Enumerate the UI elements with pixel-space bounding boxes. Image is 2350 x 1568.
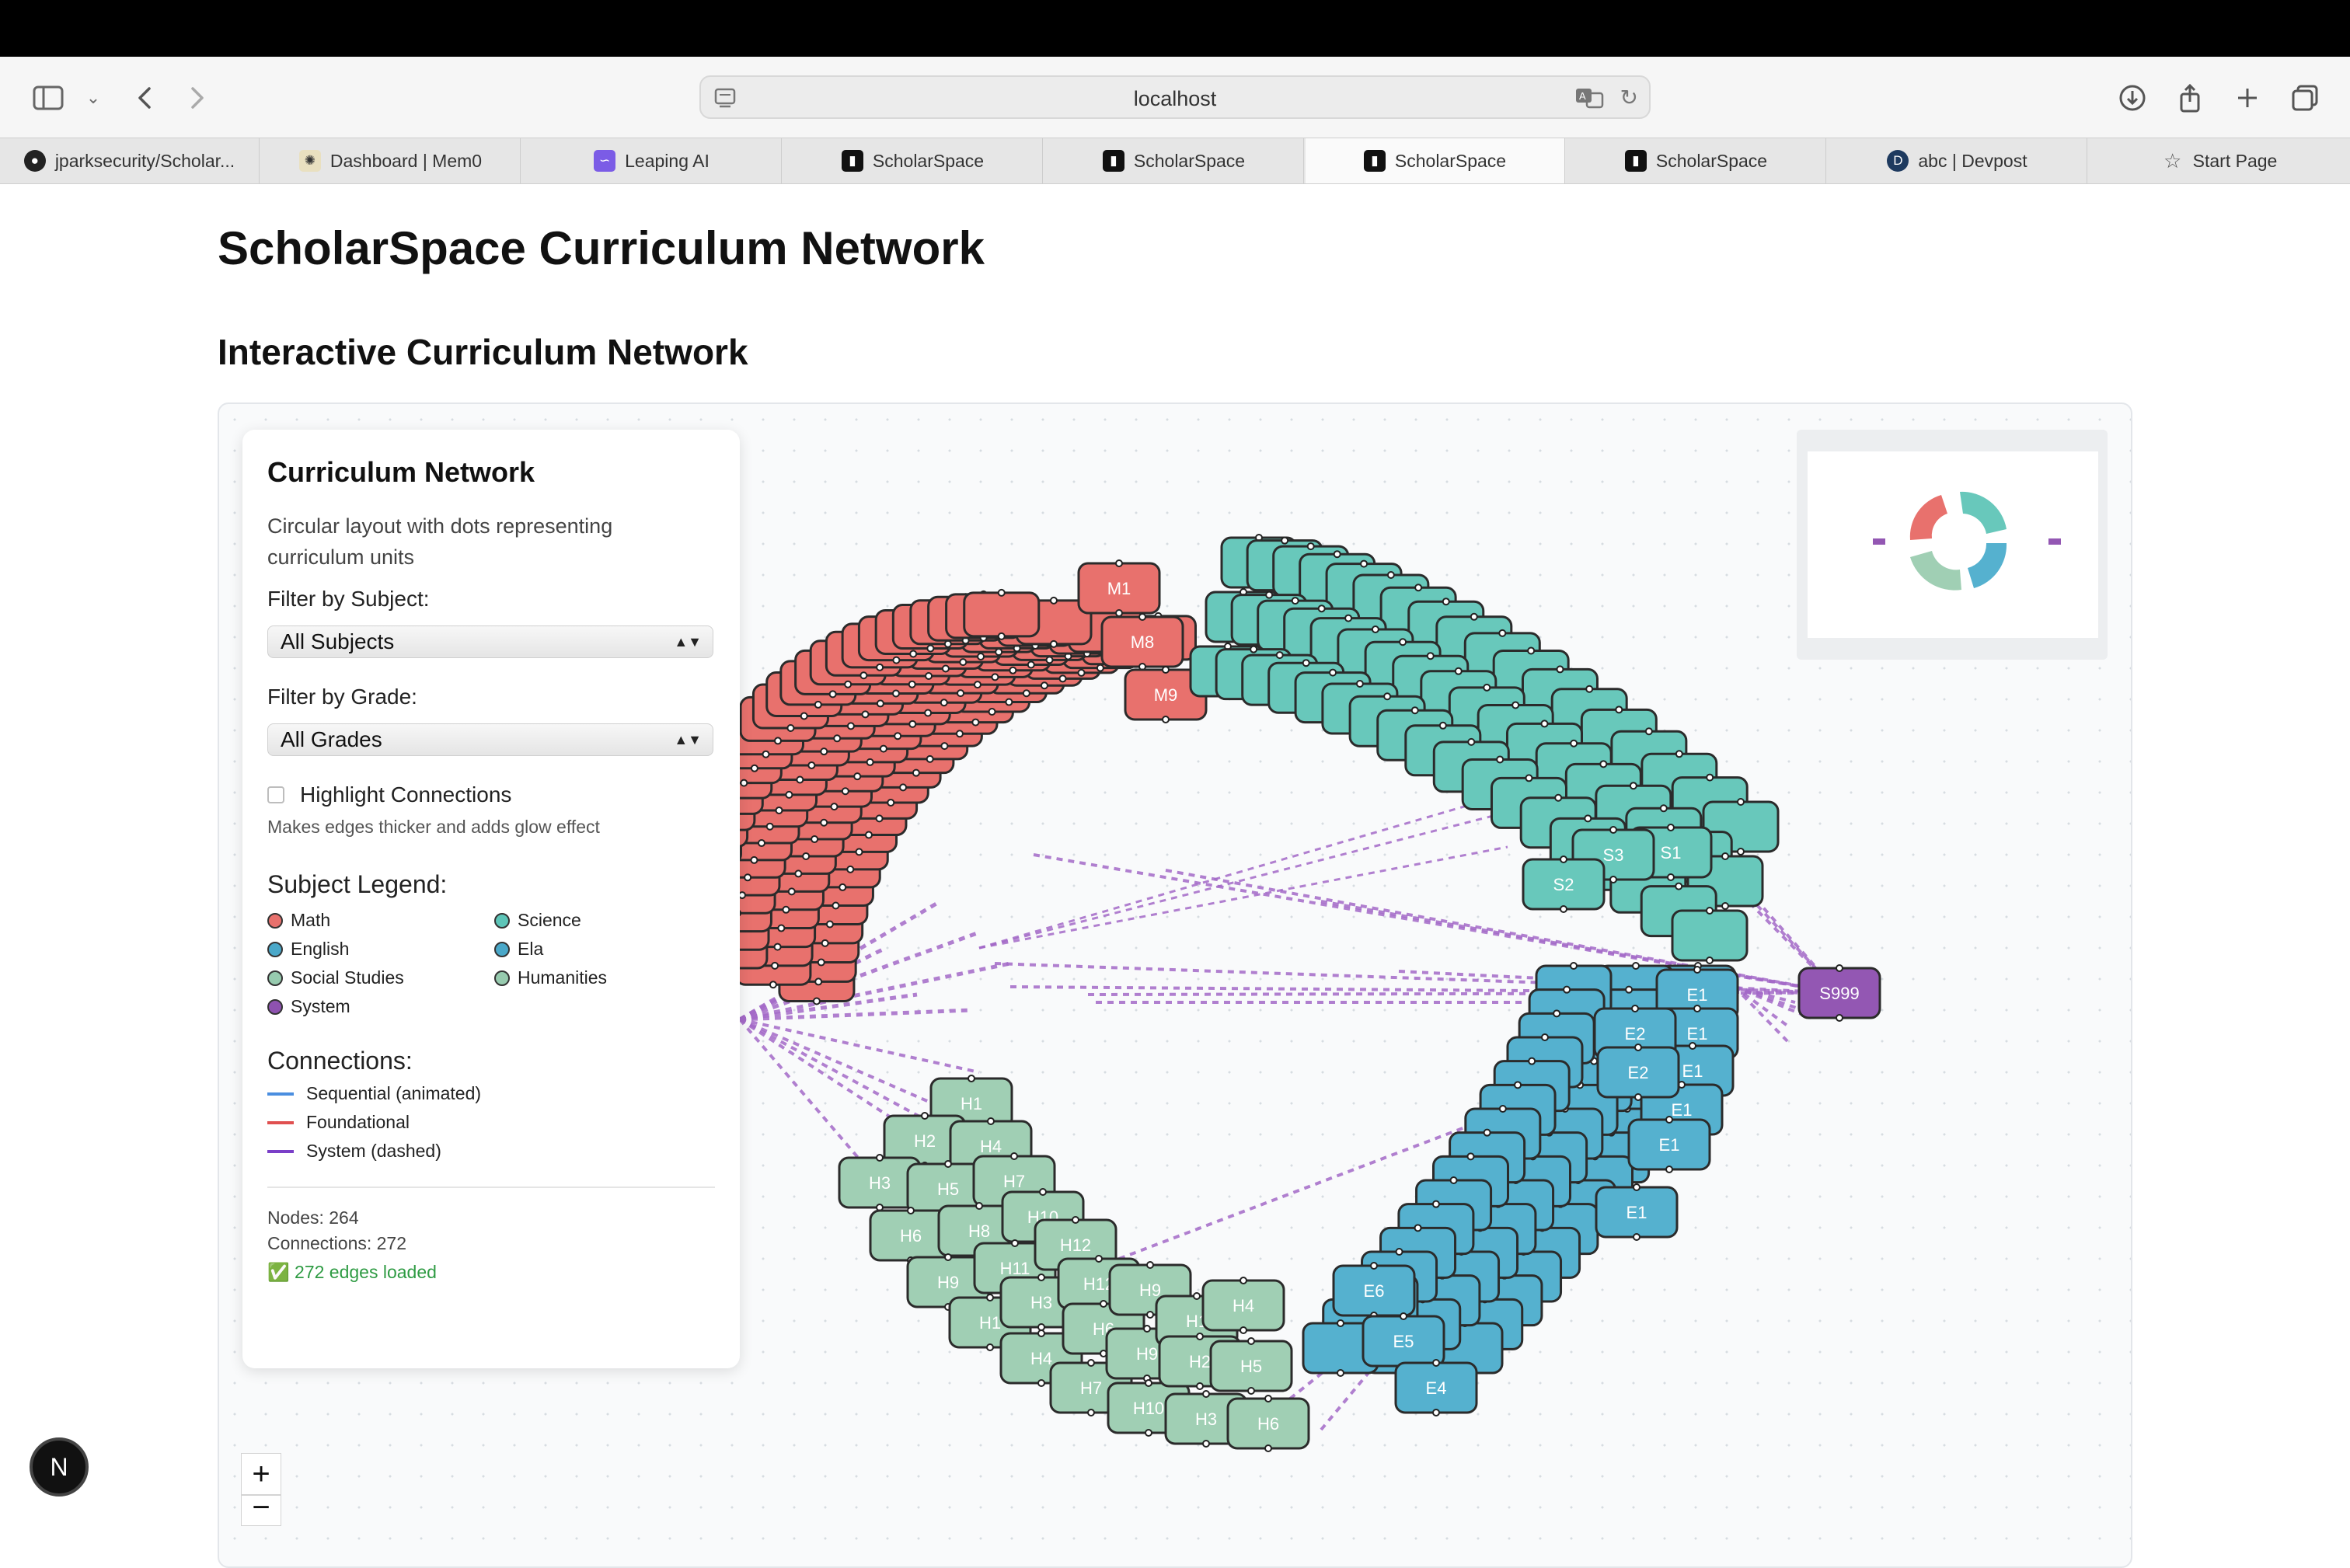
scholarspace-icon: ▮ [1102, 150, 1124, 172]
legend-dot [494, 970, 510, 986]
legend-item-system: System [267, 996, 494, 1017]
chevron-down-icon[interactable]: ⌄ [85, 88, 101, 107]
connections-title: Connections: [267, 1047, 413, 1075]
legend-title: Subject Legend: [267, 870, 448, 898]
tab-github[interactable]: ● jparksecurity/Scholar... [0, 138, 260, 183]
legend-dot [494, 941, 510, 957]
zoom-in-button[interactable]: + [241, 1453, 281, 1495]
line-swatch [267, 1092, 294, 1096]
scholarspace-icon: ▮ [1624, 150, 1647, 172]
dev-tools-badge[interactable]: N [30, 1437, 89, 1497]
select-arrows-icon: ▲▼ [674, 732, 702, 747]
connection-sequential: Sequential (animated) [267, 1083, 715, 1104]
panel-description: Circular layout with dots representing c… [267, 514, 613, 569]
scholarspace-icon: ▮ [1363, 150, 1386, 172]
legend-dot [267, 970, 283, 986]
control-panel: Curriculum Network Circular layout with … [242, 430, 740, 1368]
legend-dot [267, 912, 283, 929]
legend-item-science: Science [494, 910, 713, 931]
tab-start-page[interactable]: ☆ Start Page [2089, 138, 2350, 183]
select-arrows-icon: ▲▼ [674, 634, 702, 650]
minimap-viewport [1808, 451, 2098, 638]
grade-filter-select[interactable]: All Grades ▲▼ [267, 723, 713, 756]
nodes-count: Nodes: 264 [267, 1207, 359, 1228]
tab-bar: ● jparksecurity/Scholar... ✺ Dashboard | M… [0, 138, 2350, 184]
stats-section: Nodes: 264 Connections: 272 ✅ 272 edges … [267, 1186, 715, 1285]
legend-dot [494, 912, 510, 929]
scholarspace-icon: ▮ [841, 150, 863, 172]
subject-legend: Math Science English Ela Social Studies … [267, 910, 715, 1017]
minimap-ring [1873, 491, 2061, 591]
address-bar[interactable]: localhost A ↻ [699, 75, 1651, 119]
highlight-connections-toggle[interactable]: Highlight Connections [267, 782, 715, 807]
legend-item-math: Math [267, 910, 494, 931]
download-icon[interactable] [2112, 78, 2153, 118]
connections-legend: Sequential (animated) Foundational Syste… [267, 1083, 715, 1162]
connection-system: System (dashed) [267, 1141, 715, 1162]
new-tab-icon[interactable] [2227, 78, 2268, 118]
translate-icon[interactable]: A [1574, 86, 1606, 113]
grade-filter-label: Filter by Grade: [267, 685, 417, 709]
leaping-icon: ∽ [594, 150, 616, 172]
tab-scholarspace-2[interactable]: ▮ ScholarSpace [1044, 138, 1304, 183]
devpost-icon: D [1887, 150, 1909, 172]
checkbox[interactable] [267, 786, 284, 803]
connections-count: Connections: 272 [267, 1233, 407, 1253]
sidebar-toggle-icon[interactable] [28, 78, 68, 118]
page-title: ScholarSpace Curriculum Network [218, 222, 985, 274]
subject-filter-select[interactable]: All Subjects ▲▼ [267, 625, 713, 658]
share-icon[interactable] [2170, 78, 2210, 118]
reload-icon[interactable]: ↻ [1620, 85, 1638, 110]
tab-mem0[interactable]: ✺ Dashboard | Mem0 [261, 138, 521, 183]
section-title: Interactive Curriculum Network [218, 332, 748, 372]
zoom-out-button[interactable]: − [241, 1492, 281, 1526]
legend-item-humanities: Humanities [494, 967, 713, 988]
tab-leaping-ai[interactable]: ∽ Leaping AI [522, 138, 782, 183]
url-text: localhost [1133, 87, 1217, 110]
minimap[interactable] [1797, 430, 2108, 660]
line-swatch [267, 1149, 294, 1153]
legend-item-ela: Ela [494, 939, 713, 960]
subject-filter-label: Filter by Subject: [267, 587, 430, 611]
tab-scholarspace-active[interactable]: ▮ ScholarSpace [1306, 138, 1565, 183]
github-icon: ● [23, 150, 46, 172]
connection-foundational: Foundational [267, 1112, 715, 1133]
star-icon: ☆ [2163, 148, 2182, 172]
panel-title: Curriculum Network [267, 456, 535, 488]
page-settings-icon[interactable] [713, 86, 737, 113]
legend-item-english: English [267, 939, 494, 960]
legend-dot [267, 941, 283, 957]
edges-loaded-status: ✅ 272 edges loaded [267, 1262, 437, 1282]
line-swatch [267, 1120, 294, 1124]
forward-icon[interactable] [177, 78, 218, 118]
highlight-hint: Makes edges thicker and adds glow effect [267, 817, 600, 837]
legend-dot [267, 998, 283, 1015]
tab-scholarspace-4[interactable]: ▮ ScholarSpace [1567, 138, 1826, 183]
screen-top-bar [0, 0, 2350, 57]
svg-text:A: A [1579, 90, 1586, 102]
legend-item-social-studies: Social Studies [267, 967, 494, 988]
tab-scholarspace-1[interactable]: ▮ ScholarSpace [783, 138, 1043, 183]
tab-overview-icon[interactable] [2285, 78, 2325, 118]
mem0-icon: ✺ [298, 150, 321, 172]
back-icon[interactable] [124, 78, 165, 118]
